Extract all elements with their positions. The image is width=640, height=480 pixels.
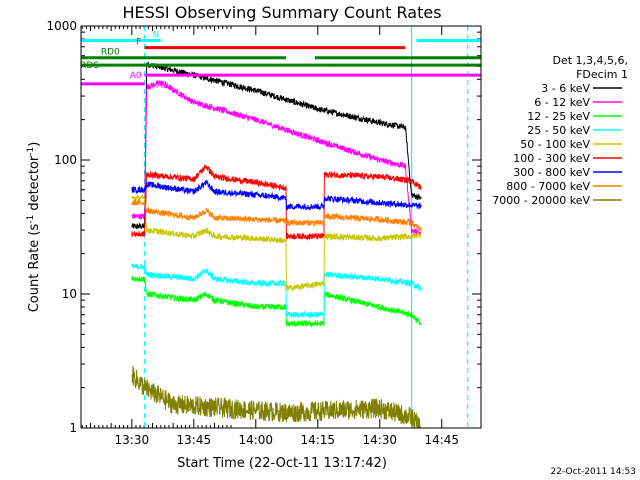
legend-label: 100 - 300 keV	[513, 152, 590, 165]
series-line	[131, 80, 422, 236]
legend-label: 6 - 12 keV	[534, 96, 590, 109]
x-tick-label: 14:30	[362, 433, 397, 447]
series-line	[131, 179, 422, 212]
footer-date: 22-Oct-2011 14:53	[551, 467, 636, 477]
series-line	[131, 199, 422, 233]
y-tick-label: 1000	[46, 19, 77, 33]
legend-label: 300 - 800 keV	[513, 166, 590, 179]
series-line	[131, 263, 422, 319]
series-line	[131, 61, 422, 230]
series-line	[131, 164, 422, 241]
x-tick-label: 14:15	[300, 433, 335, 447]
plot-frame	[80, 25, 482, 429]
legend-label: 800 - 7000 keV	[506, 180, 590, 193]
y-tick-label: 1	[69, 421, 77, 435]
legend-header-2: FDecim 1	[576, 68, 628, 81]
chart-title: HESSI Observing Summary Count Rates	[122, 3, 441, 22]
y-axis-label: Count Rate (s-1 detector-1)	[26, 142, 42, 313]
legend-label: 3 - 6 keV	[541, 82, 590, 95]
x-tick-label: 13:45	[177, 433, 212, 447]
x-tick-label: 13:30	[115, 433, 150, 447]
mode-bar-label: A1	[157, 81, 169, 91]
legend-header-1: Det 1,3,4,5,6,	[552, 54, 628, 67]
mode-bar-label: N	[152, 30, 159, 40]
y-tick-label: 10	[62, 287, 77, 301]
mode-bar-label: A0	[130, 71, 142, 81]
x-tick-label: 14:00	[238, 433, 273, 447]
x-tick-label: 14:45	[424, 433, 459, 447]
x-axis-label: Start Time (22-Oct-11 13:17:42)	[177, 456, 387, 471]
mode-bar-label: F	[136, 38, 141, 48]
legend-label: 12 - 25 keV	[527, 110, 590, 123]
legend-label: 7000 - 20000 keV	[492, 194, 590, 207]
mode-bar-label: RDS	[80, 61, 99, 71]
series-line	[131, 275, 422, 328]
series-line	[131, 193, 422, 292]
legend-label: 25 - 50 keV	[527, 124, 590, 137]
mode-bar-label: RD0	[101, 48, 120, 58]
series-line	[131, 365, 422, 429]
y-tick-label: 100	[54, 153, 77, 167]
legend-label: 50 - 100 keV	[520, 138, 590, 151]
